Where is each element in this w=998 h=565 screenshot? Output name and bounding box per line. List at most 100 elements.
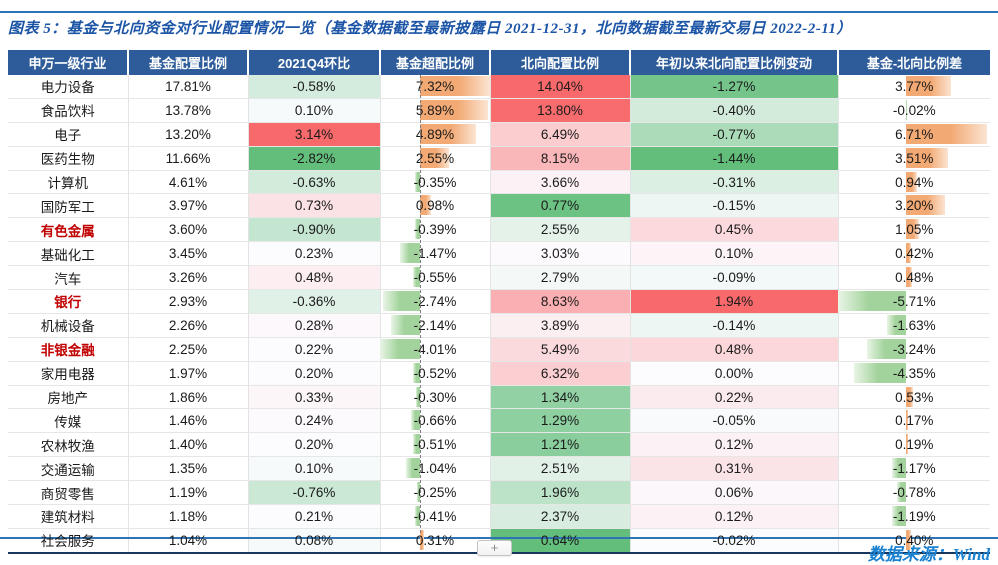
- industry-cell-value: 银行: [54, 295, 82, 311]
- fund-alloc-cell-value: 2.25%: [168, 341, 208, 357]
- fund-overweight-cell-value: -2.14%: [413, 317, 457, 333]
- north-change-cell-value: 0.45%: [714, 222, 754, 238]
- industry-cell: 商贸零售: [8, 480, 129, 506]
- table-row: 电力设备 17.81% -0.58% 7.32% 14.04% -1.27% 3.77%: [8, 75, 990, 99]
- table-row: 商贸零售 1.19% -0.76% -0.25% 1.96% 0.06% -0.78%: [8, 480, 990, 506]
- industry-cell-value: 基础化工: [40, 247, 95, 263]
- qoq-change-cell: -0.36%: [248, 289, 381, 314]
- fund-alloc-cell: 3.26%: [128, 265, 249, 291]
- allocation-table: 申万一级行业 基金配置比例 2021Q4环比 基金超配比例 北向配置比例 年初以…: [8, 50, 990, 554]
- fund-north-diff-cell: 0.40%: [838, 528, 990, 554]
- data-bar-negative: [896, 482, 907, 503]
- north-alloc-cell: 8.63%: [490, 289, 631, 314]
- qoq-change-cell-value: -0.58%: [292, 78, 336, 94]
- fund-north-diff-cell: -0.78%: [838, 480, 990, 506]
- north-change-cell: 1.94%: [630, 289, 839, 314]
- data-bar-negative: [416, 482, 421, 503]
- fund-alloc-cell-value: 13.78%: [165, 102, 211, 118]
- table-row: 非银金融 2.25% 0.22% -4.01% 5.49% 0.48% -3.24%: [8, 337, 990, 362]
- north-alloc-cell: 3.03%: [490, 241, 631, 267]
- data-source-note: 数据来源：Wind: [867, 545, 990, 564]
- industry-cell: 交通运输: [8, 456, 129, 482]
- fund-north-diff-cell: 0.19%: [838, 432, 990, 458]
- industry-cell: 机械设备: [8, 313, 129, 338]
- fund-overweight-cell-value: -4.01%: [413, 341, 457, 357]
- industry-cell-value: 传媒: [54, 414, 82, 430]
- qoq-change-cell: 0.28%: [248, 313, 381, 338]
- north-alloc-cell: 6.49%: [490, 122, 631, 147]
- table-row: 医药生物 11.66% -2.82% 2.55% 8.15% -1.44% 3.51%: [8, 146, 990, 171]
- data-bar-negative: [413, 362, 421, 383]
- north-change-cell-value: 0.06%: [714, 485, 754, 501]
- table-header: 申万一级行业 基金配置比例 2021Q4环比 基金超配比例 北向配置比例 年初以…: [8, 50, 990, 75]
- fund-alloc-cell: 17.81%: [128, 75, 249, 99]
- data-bar-positive: [906, 171, 918, 192]
- north-change-cell: -0.15%: [630, 193, 839, 219]
- north-change-cell: -0.14%: [630, 313, 839, 338]
- north-alloc-cell-value: 6.49%: [540, 126, 580, 142]
- fund-north-diff-cell: -1.19%: [838, 504, 990, 529]
- qoq-change-cell-value: 0.33%: [294, 389, 334, 405]
- fund-overweight-cell-value: -0.66%: [413, 413, 457, 429]
- fund-north-diff-cell-value: 0.53%: [895, 389, 934, 405]
- industry-cell: 基础化工: [8, 241, 129, 267]
- north-change-cell-value: 0.10%: [714, 246, 754, 262]
- data-bar-negative: [886, 314, 907, 335]
- north-change-cell: 0.12%: [630, 504, 839, 529]
- qoq-change-cell-value: -0.76%: [292, 485, 336, 501]
- industry-cell: 电力设备: [8, 75, 129, 99]
- fund-north-diff-cell: 3.51%: [838, 146, 990, 171]
- data-bar-negative: [854, 362, 907, 383]
- industry-cell-value: 商贸零售: [40, 486, 95, 502]
- north-change-cell-value: -0.15%: [712, 198, 756, 214]
- qoq-change-cell: 0.73%: [248, 193, 381, 219]
- north-alloc-cell-value: 0.64%: [540, 532, 580, 548]
- fund-alloc-cell: 3.97%: [128, 193, 249, 219]
- data-bar-negative: [867, 338, 907, 359]
- fund-alloc-cell: 13.20%: [128, 122, 249, 147]
- fund-alloc-cell: 1.46%: [128, 408, 249, 434]
- table-row: 社会服务 1.04% 0.08% 0.31% 0.64% -0.02% 0.40%: [8, 528, 990, 554]
- fund-north-diff-cell-value: 6.71%: [895, 126, 934, 142]
- qoq-change-cell-value: 0.23%: [294, 246, 334, 262]
- north-alloc-cell: 6.32%: [490, 361, 631, 386]
- north-alloc-cell: 1.21%: [490, 432, 631, 458]
- fund-overweight-cell: -0.25%: [380, 480, 491, 506]
- north-alloc-cell-value: 2.79%: [540, 270, 580, 286]
- fund-overweight-cell: -2.14%: [380, 313, 491, 338]
- fund-overweight-cell: -0.35%: [380, 170, 491, 195]
- qoq-change-cell: 0.24%: [248, 408, 381, 434]
- qoq-change-cell-value: -0.63%: [292, 174, 336, 190]
- fund-overweight-cell: 0.98%: [380, 193, 491, 219]
- north-change-cell: -1.44%: [630, 146, 839, 171]
- north-change-cell-value: 0.00%: [714, 365, 754, 381]
- col-header-industry: 申万一级行业: [8, 50, 129, 75]
- industry-cell: 有色金属: [8, 217, 129, 243]
- north-alloc-cell: 0.64%: [490, 528, 631, 554]
- industry-cell-value: 家用电器: [40, 367, 95, 383]
- col-header-fund-allocation: 基金配置比例: [128, 50, 249, 75]
- north-alloc-cell: 1.96%: [490, 480, 631, 506]
- north-alloc-cell-value: 14.04%: [537, 78, 583, 94]
- fund-overweight-cell: 5.89%: [380, 98, 491, 123]
- fund-alloc-cell: 1.35%: [128, 456, 249, 482]
- data-bar-negative: [414, 506, 421, 527]
- data-bar-negative: [406, 458, 421, 479]
- qoq-change-cell-value: 0.24%: [294, 413, 334, 429]
- data-bar-negative: [383, 291, 421, 312]
- qoq-change-cell: -2.82%: [248, 146, 381, 171]
- table-row: 电子 13.20% 3.14% 4.89% 6.49% -0.77% 6.71%: [8, 122, 990, 147]
- qoq-change-cell: 0.22%: [248, 337, 381, 362]
- fund-north-diff-cell: 0.17%: [838, 408, 990, 434]
- col-header-qoq-change: 2021Q4环比: [248, 50, 381, 75]
- fund-overweight-cell-value: 7.32%: [415, 78, 455, 94]
- data-bar-negative: [391, 314, 421, 335]
- north-change-cell-value: -0.02%: [712, 532, 756, 548]
- fund-overweight-cell-value: -0.51%: [413, 437, 457, 453]
- fund-overweight-cell: -0.51%: [380, 432, 491, 458]
- industry-cell: 国防军工: [8, 193, 129, 219]
- fund-north-diff-cell-value: -4.35%: [892, 365, 936, 381]
- add-button[interactable]: +: [477, 540, 512, 556]
- north-change-cell-value: -0.14%: [712, 317, 756, 333]
- fund-overweight-cell: -1.04%: [380, 456, 491, 482]
